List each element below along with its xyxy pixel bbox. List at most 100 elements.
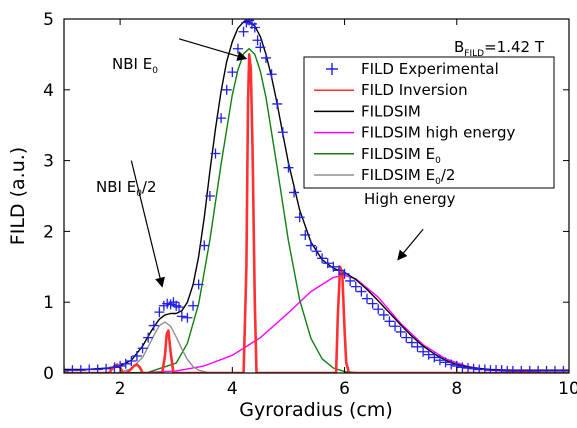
axes-layer: 2 4 6 8 10 0 1 2 3 4 5	[43, 10, 577, 399]
legend-label-high: FILDSIM high energy	[361, 124, 515, 142]
data-point	[67, 365, 78, 373]
data-point	[362, 293, 372, 304]
data-point	[283, 162, 294, 173]
data-point	[182, 312, 193, 323]
data-point	[249, 22, 260, 33]
legend-item-experimental: FILD Experimental	[326, 60, 499, 78]
data-point	[120, 358, 131, 369]
data-point	[210, 148, 221, 159]
data-point	[300, 229, 311, 240]
legend: FILD Experimental FILD Inversion FILDSIM FI…	[303, 56, 555, 189]
data-point	[558, 365, 569, 373]
field-label-symbol: B	[454, 38, 464, 56]
data-point	[252, 35, 263, 46]
legend-item-inversion: FILD Inversion	[314, 81, 468, 99]
data-point	[193, 279, 204, 290]
data-point	[468, 363, 479, 373]
x-tick-label: 8	[451, 379, 462, 399]
data-point	[401, 332, 412, 343]
data-point	[199, 240, 210, 251]
data-point	[440, 357, 451, 368]
data-point	[294, 212, 305, 223]
annotation-high-energy: High energy	[364, 190, 456, 208]
field-label-value: =1.42 T	[484, 38, 545, 56]
x-tick-label: 4	[227, 379, 238, 399]
data-point	[345, 275, 356, 286]
y-tick-label: 2	[43, 222, 54, 242]
data-point	[533, 365, 544, 373]
y-tick-label: 0	[43, 364, 54, 384]
data-point	[524, 365, 535, 373]
annotations: NBI E0 NBI E0/2 High energy	[96, 38, 456, 288]
data-point	[333, 265, 344, 276]
data-point	[434, 355, 445, 366]
data-point	[227, 67, 238, 78]
y-tick-label: 4	[43, 81, 54, 101]
x-axis-title: Gyroradius (cm)	[239, 399, 393, 421]
data-point	[64, 365, 69, 373]
data-point	[317, 253, 328, 264]
data-point	[266, 69, 277, 80]
data-point	[395, 326, 406, 337]
data-point	[216, 113, 227, 124]
data-point	[75, 365, 86, 373]
data-point	[176, 311, 187, 322]
data-point	[238, 26, 249, 37]
data-point	[272, 98, 283, 109]
y-tick-label: 1	[43, 293, 54, 313]
data-point	[328, 261, 339, 272]
data-point	[367, 298, 378, 309]
legend-label-e0: FILDSIM E0	[361, 145, 441, 166]
data-point	[418, 346, 429, 357]
data-point	[154, 307, 165, 318]
data-point	[423, 349, 434, 360]
data-point	[101, 363, 112, 373]
svg-text:NBI E0/2: NBI E0/2	[96, 178, 157, 199]
data-point	[126, 355, 137, 366]
annotation-nbi-e0: NBI E	[112, 55, 152, 73]
data-point	[188, 300, 199, 311]
svg-text:BFILD=1.42 T: BFILD=1.42 T	[454, 38, 545, 59]
data-point	[339, 268, 350, 279]
series-line-fildsim	[64, 20, 569, 371]
data-point	[350, 281, 361, 292]
y-axis-title: FILD (a.u.)	[7, 147, 29, 245]
series-line-inversion	[64, 53, 569, 373]
x-tick-label: 10	[558, 379, 577, 399]
data-point	[412, 341, 423, 352]
data-point	[463, 363, 473, 373]
annotation-arrow-nbi_e0	[178, 38, 248, 61]
legend-box	[303, 56, 555, 189]
data-point	[384, 316, 395, 327]
data-point	[378, 309, 389, 320]
y-tick-label: 5	[43, 10, 54, 30]
data-point	[457, 362, 468, 373]
data-point	[221, 84, 232, 95]
data-point	[496, 365, 507, 373]
field-label-subscript: FILD	[464, 49, 484, 59]
y-tick-label: 3	[43, 152, 54, 172]
data-point	[541, 365, 552, 373]
legend-item-high: FILDSIM high energy	[314, 124, 515, 142]
series-markers-experimental	[64, 19, 569, 373]
data-point	[373, 304, 384, 315]
legend-label-experimental: FILD Experimental	[361, 60, 499, 78]
plot-frame	[63, 18, 570, 374]
data-point	[322, 258, 333, 269]
legend-label-inversion: FILD Inversion	[361, 81, 468, 99]
data-point	[356, 286, 367, 297]
svg-text:NBI E0: NBI E0	[112, 55, 158, 76]
legend-item-fildsim: FILDSIM	[314, 102, 421, 120]
data-point	[390, 321, 401, 332]
legend-label-fildsim: FILDSIM	[361, 102, 421, 120]
data-point	[137, 343, 148, 354]
data-point	[148, 320, 159, 331]
data-point	[289, 187, 300, 198]
annotation-nbi-e0half-tail: /2	[142, 178, 157, 196]
x-tick-label: 2	[115, 379, 126, 399]
data-point	[109, 362, 120, 373]
annotation-nbi-e0half: NBI E	[96, 178, 136, 196]
data-point	[429, 352, 440, 363]
legend-swatch-experimental	[326, 63, 338, 75]
